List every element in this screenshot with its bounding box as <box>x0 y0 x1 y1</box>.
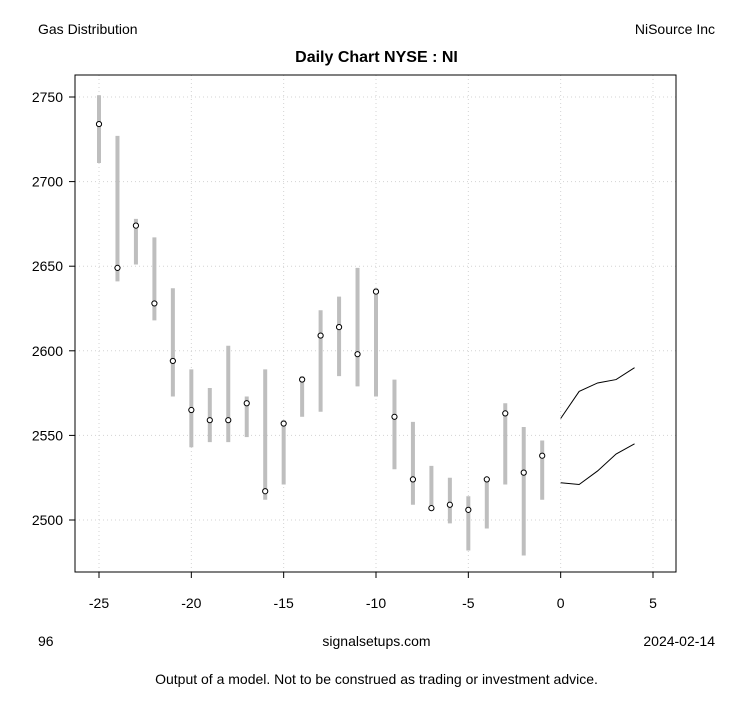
close-point <box>132 222 140 229</box>
close-point <box>280 420 287 427</box>
close-point <box>169 357 176 365</box>
chart-title: Daily Chart NYSE : NI <box>295 49 458 66</box>
close-point <box>428 505 435 512</box>
close-point <box>206 417 213 424</box>
y-tick-label: 2600 <box>32 343 63 359</box>
company-label: NiSource Inc <box>634 21 715 37</box>
close-point <box>520 469 527 476</box>
y-tick-label: 2700 <box>32 174 63 190</box>
close-point <box>354 351 361 358</box>
close-point <box>335 324 343 331</box>
close-point <box>483 476 490 483</box>
x-tick-label: 0 <box>557 595 565 611</box>
plot-frame <box>74 74 677 573</box>
close-point <box>299 376 306 383</box>
close-point <box>95 120 103 128</box>
y-tick-label: 2500 <box>32 512 63 528</box>
close-point <box>188 406 195 414</box>
x-tick-label: -20 <box>181 595 201 611</box>
disclaimer: Output of a model. Not to be construed a… <box>155 671 598 687</box>
footer-left: 96 <box>38 633 54 649</box>
x-tick-label: -10 <box>366 595 386 611</box>
x-tick-label: -15 <box>274 595 294 611</box>
close-point <box>391 413 398 420</box>
close-point <box>243 400 250 407</box>
close-point <box>372 288 380 295</box>
forecast-upper-line <box>560 367 635 419</box>
forecast-lower-line <box>560 443 635 485</box>
x-tick-label: -5 <box>462 595 475 611</box>
close-point <box>539 452 546 459</box>
footer-date: 2024-02-14 <box>643 633 715 649</box>
close-point <box>409 476 417 483</box>
close-point <box>225 417 232 424</box>
close-point <box>262 488 269 495</box>
close-point <box>114 264 121 271</box>
close-point <box>502 410 509 417</box>
close-point <box>446 501 453 508</box>
y-tick-label: 2650 <box>32 258 63 274</box>
y-tick-label: 2750 <box>32 89 63 105</box>
sector-label: Gas Distribution <box>38 21 138 37</box>
x-tick-label: 5 <box>649 595 657 611</box>
close-point <box>317 332 324 339</box>
footer-site: signalsetups.com <box>322 633 431 649</box>
close-point <box>151 300 158 307</box>
close-point <box>465 506 472 513</box>
y-tick-label: 2550 <box>32 427 63 443</box>
x-tick-label: -25 <box>89 595 109 611</box>
